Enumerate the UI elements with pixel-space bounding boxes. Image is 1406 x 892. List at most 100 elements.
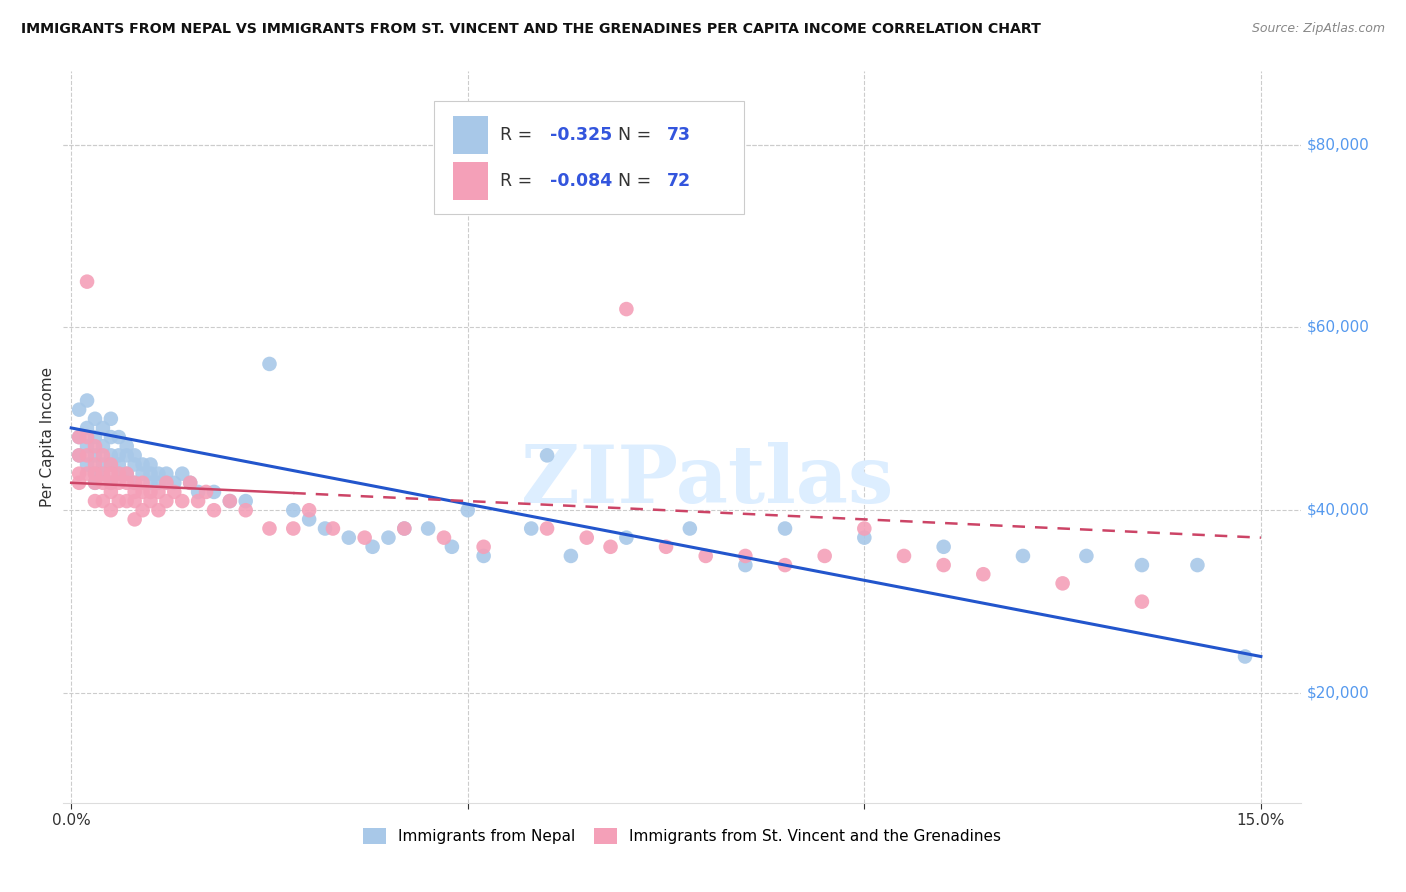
Point <box>377 531 399 545</box>
Point <box>139 458 162 472</box>
Text: $60,000: $60,000 <box>1306 320 1369 334</box>
Point <box>179 475 201 490</box>
Point <box>115 467 138 481</box>
Point <box>734 558 756 573</box>
Point <box>163 475 186 490</box>
Point <box>67 448 90 462</box>
Point <box>235 494 257 508</box>
Point <box>433 531 456 545</box>
Point <box>67 475 90 490</box>
Text: -0.325: -0.325 <box>550 126 612 144</box>
Point <box>124 484 146 499</box>
Point <box>853 531 876 545</box>
Point <box>139 467 162 481</box>
Point <box>76 393 98 408</box>
Point <box>679 521 702 535</box>
Point <box>131 503 153 517</box>
Point <box>115 467 138 481</box>
Point <box>131 484 153 499</box>
Point <box>91 467 114 481</box>
Point <box>773 558 796 573</box>
Point <box>259 357 281 371</box>
Point <box>100 448 122 462</box>
Point <box>599 540 621 554</box>
Point <box>107 494 129 508</box>
Point <box>394 521 416 535</box>
Point <box>67 448 90 462</box>
Point <box>932 558 955 573</box>
Text: R =: R = <box>501 126 537 144</box>
Point <box>91 421 114 435</box>
FancyBboxPatch shape <box>434 101 744 214</box>
Point <box>283 521 305 535</box>
Point <box>814 549 837 563</box>
Point <box>100 411 122 425</box>
Point <box>616 301 638 317</box>
Point <box>1076 549 1098 563</box>
Text: $20,000: $20,000 <box>1306 686 1369 700</box>
Point <box>155 475 177 490</box>
Point <box>1234 649 1257 664</box>
Point <box>76 458 98 472</box>
Point <box>972 567 994 582</box>
Text: 72: 72 <box>666 172 692 190</box>
Point <box>155 467 177 481</box>
Point <box>1012 549 1035 563</box>
Point <box>139 484 162 499</box>
Point <box>76 430 98 444</box>
Point <box>655 540 678 554</box>
Point <box>195 484 218 499</box>
Point <box>322 521 344 535</box>
Point <box>139 494 162 508</box>
Point <box>76 467 98 481</box>
Point <box>353 531 375 545</box>
Point <box>115 494 138 508</box>
Point <box>218 494 240 508</box>
Point <box>84 411 107 425</box>
Point <box>91 494 114 508</box>
Text: R =: R = <box>501 172 537 190</box>
Point <box>124 512 146 526</box>
Point <box>148 503 170 517</box>
Point <box>67 430 90 444</box>
Point <box>172 467 194 481</box>
Text: Source: ZipAtlas.com: Source: ZipAtlas.com <box>1251 22 1385 36</box>
Point <box>84 430 107 444</box>
Point <box>91 448 114 462</box>
Point <box>163 484 186 499</box>
Point <box>893 549 915 563</box>
Point <box>394 521 416 535</box>
Point <box>124 448 146 462</box>
Point <box>179 475 201 490</box>
FancyBboxPatch shape <box>453 162 488 200</box>
Point <box>115 475 138 490</box>
Point <box>155 494 177 508</box>
Point <box>76 439 98 453</box>
Point <box>67 467 90 481</box>
Point <box>107 467 129 481</box>
Point <box>202 484 225 499</box>
Point <box>536 521 558 535</box>
Point <box>1130 594 1153 608</box>
Point <box>107 467 129 481</box>
Point <box>235 503 257 517</box>
Point <box>115 448 138 462</box>
Text: N =: N = <box>617 172 657 190</box>
Point <box>187 484 209 499</box>
Point <box>100 484 122 499</box>
Text: $80,000: $80,000 <box>1306 137 1369 152</box>
Point <box>298 512 321 526</box>
Point <box>100 467 122 481</box>
Point <box>440 540 463 554</box>
Point <box>1052 576 1074 591</box>
FancyBboxPatch shape <box>453 116 488 154</box>
Point <box>148 475 170 490</box>
Point <box>84 458 107 472</box>
Point <box>91 458 114 472</box>
Point <box>695 549 717 563</box>
Point <box>202 503 225 517</box>
Text: -0.084: -0.084 <box>550 172 612 190</box>
Point <box>416 521 439 535</box>
Point <box>84 467 107 481</box>
Point <box>853 521 876 535</box>
